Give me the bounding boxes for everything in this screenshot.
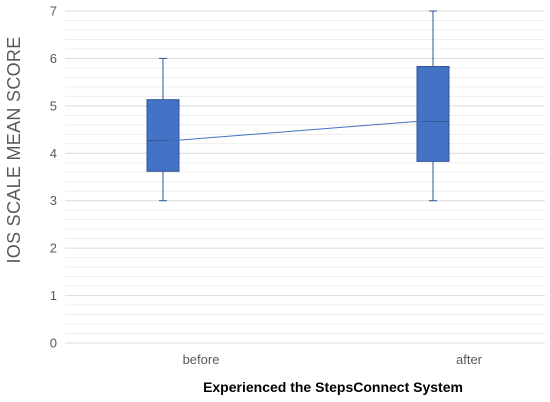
mean-line-layer	[162, 119, 434, 142]
y-tick-label: 0	[50, 336, 57, 351]
y-tick-label: 7	[50, 4, 57, 19]
box-before	[146, 57, 180, 202]
y-tick-label: 3	[50, 193, 57, 208]
gridlines	[65, 10, 545, 344]
x-axis-label: Experienced the StepsConnect System	[203, 379, 463, 395]
boxes-layer	[146, 10, 450, 202]
y-tick-label: 5	[50, 98, 57, 113]
iqr-box	[416, 65, 450, 162]
y-tick-label: 6	[50, 51, 57, 66]
box-after	[416, 10, 450, 202]
y-tick-label: 4	[50, 146, 57, 161]
category-labels: before after	[183, 352, 483, 367]
mean-connector-line	[162, 119, 434, 142]
y-tick-label: 1	[50, 288, 57, 303]
x-category-label: before	[183, 352, 220, 367]
y-tick-label: 2	[50, 241, 57, 256]
y-axis-label: IOS SCALE MEAN SCORE	[4, 36, 24, 263]
y-tick-labels: 0 1 2 3 4 5 6 7	[50, 4, 57, 351]
iqr-box	[146, 99, 180, 172]
x-category-label: after	[456, 352, 483, 367]
